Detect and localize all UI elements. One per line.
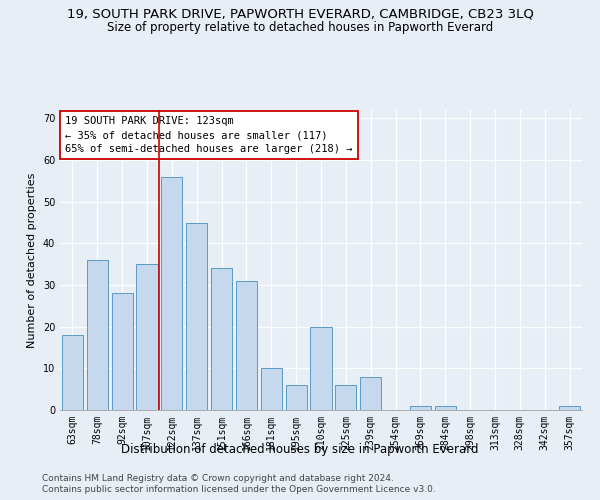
Bar (559, 406, 580, 410)
Bar (62, 335, 83, 410)
Y-axis label: Number of detached properties: Number of detached properties (27, 172, 37, 348)
Text: Contains HM Land Registry data © Crown copyright and database right 2024.: Contains HM Land Registry data © Crown c… (42, 474, 394, 483)
Bar (286, 385, 307, 410)
Bar (310, 326, 332, 410)
Bar (186, 222, 207, 410)
Bar (136, 264, 158, 410)
Bar (112, 294, 133, 410)
Bar (161, 176, 182, 410)
Bar (236, 281, 257, 410)
Bar (261, 368, 282, 410)
Bar (435, 406, 456, 410)
Bar (335, 385, 356, 410)
Text: 19 SOUTH PARK DRIVE: 123sqm
← 35% of detached houses are smaller (117)
65% of se: 19 SOUTH PARK DRIVE: 123sqm ← 35% of det… (65, 116, 353, 154)
Text: Distribution of detached houses by size in Papworth Everard: Distribution of detached houses by size … (121, 442, 479, 456)
Text: 19, SOUTH PARK DRIVE, PAPWORTH EVERARD, CAMBRIDGE, CB23 3LQ: 19, SOUTH PARK DRIVE, PAPWORTH EVERARD, … (67, 8, 533, 20)
Bar (410, 406, 431, 410)
Bar (211, 268, 232, 410)
Bar (360, 376, 381, 410)
Bar (87, 260, 108, 410)
Text: Contains public sector information licensed under the Open Government Licence v3: Contains public sector information licen… (42, 485, 436, 494)
Text: Size of property relative to detached houses in Papworth Everard: Size of property relative to detached ho… (107, 22, 493, 35)
